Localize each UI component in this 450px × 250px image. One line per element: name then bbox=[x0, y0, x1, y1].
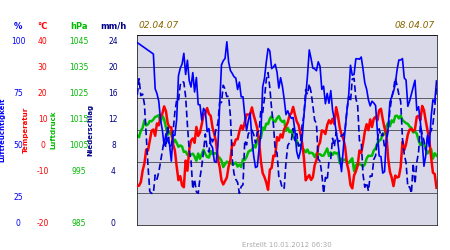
Text: 0: 0 bbox=[111, 219, 116, 228]
Text: -10: -10 bbox=[36, 167, 49, 176]
Text: 0: 0 bbox=[40, 141, 45, 150]
Text: 1035: 1035 bbox=[69, 63, 89, 72]
Text: Erstellt 10.01.2012 06:30: Erstellt 10.01.2012 06:30 bbox=[242, 242, 332, 248]
Text: 16: 16 bbox=[108, 89, 118, 98]
Text: 1045: 1045 bbox=[69, 37, 89, 46]
Text: 08.04.07: 08.04.07 bbox=[395, 21, 435, 30]
Text: Temperatur: Temperatur bbox=[22, 107, 29, 153]
Text: 20: 20 bbox=[38, 89, 48, 98]
Text: 1005: 1005 bbox=[69, 141, 89, 150]
Text: 02.04.07: 02.04.07 bbox=[139, 21, 179, 30]
Text: 100: 100 bbox=[11, 37, 25, 46]
Text: 25: 25 bbox=[13, 193, 23, 202]
Text: 50: 50 bbox=[13, 141, 23, 150]
Text: Niederschlag: Niederschlag bbox=[87, 104, 93, 156]
Text: 10: 10 bbox=[38, 115, 48, 124]
Text: 1025: 1025 bbox=[69, 89, 88, 98]
Text: Luftdruck: Luftdruck bbox=[50, 111, 56, 149]
Text: °C: °C bbox=[37, 22, 48, 31]
Text: 12: 12 bbox=[108, 115, 118, 124]
Text: mm/h: mm/h bbox=[100, 22, 126, 31]
Text: 75: 75 bbox=[13, 89, 23, 98]
Text: 0: 0 bbox=[16, 219, 20, 228]
Text: 4: 4 bbox=[111, 167, 116, 176]
Text: hPa: hPa bbox=[70, 22, 87, 31]
Text: Luftfeuchtigkeit: Luftfeuchtigkeit bbox=[0, 98, 5, 162]
Text: 8: 8 bbox=[111, 141, 116, 150]
Text: %: % bbox=[14, 22, 22, 31]
Text: 1015: 1015 bbox=[69, 115, 88, 124]
Text: 20: 20 bbox=[108, 63, 118, 72]
Text: 24: 24 bbox=[108, 37, 118, 46]
Text: 995: 995 bbox=[72, 167, 86, 176]
Text: 40: 40 bbox=[38, 37, 48, 46]
Text: 30: 30 bbox=[38, 63, 48, 72]
Text: 985: 985 bbox=[72, 219, 86, 228]
Text: -20: -20 bbox=[36, 219, 49, 228]
